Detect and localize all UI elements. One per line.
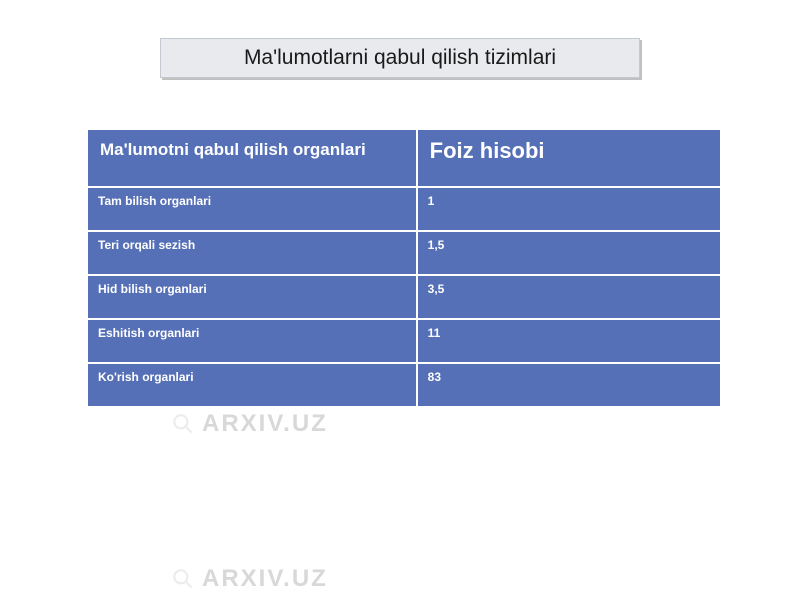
table-row: Teri orqali sezish 1,5 (87, 231, 721, 275)
cell-organ: Teri orqali sezish (87, 231, 417, 275)
watermark-text: ARXIV.UZ (202, 565, 328, 593)
data-table-container: Ma'lumotni qabul qilish organlari Foiz h… (86, 128, 722, 408)
cell-foiz: 3,5 (417, 275, 721, 319)
title-box: Ma'lumotlarni qabul qilish tizimlari (160, 38, 640, 78)
watermark: ARXIV.UZ (170, 565, 328, 593)
column-header-organ: Ma'lumotni qabul qilish organlari (87, 129, 417, 187)
cell-organ: Eshitish organlari (87, 319, 417, 363)
table-row: Tam bilish organlari 1 (87, 187, 721, 231)
cell-foiz: 1 (417, 187, 721, 231)
table-header-row: Ma'lumotni qabul qilish organlari Foiz h… (87, 129, 721, 187)
cell-organ: Ko'rish organlari (87, 363, 417, 407)
cell-organ: Hid bilish organlari (87, 275, 417, 319)
column-header-foiz: Foiz hisobi (417, 129, 721, 187)
watermark: ARXIV.UZ (170, 410, 328, 438)
page-title: Ma'lumotlarni qabul qilish tizimlari (244, 46, 556, 70)
cell-foiz: 1,5 (417, 231, 721, 275)
table-row: Eshitish organlari 11 (87, 319, 721, 363)
data-table: Ma'lumotni qabul qilish organlari Foiz h… (86, 128, 722, 408)
table-row: Ko'rish organlari 83 (87, 363, 721, 407)
watermark-text: ARXIV.UZ (202, 410, 328, 438)
cell-foiz: 11 (417, 319, 721, 363)
cell-organ: Tam bilish organlari (87, 187, 417, 231)
table-row: Hid bilish organlari 3,5 (87, 275, 721, 319)
cell-foiz: 83 (417, 363, 721, 407)
